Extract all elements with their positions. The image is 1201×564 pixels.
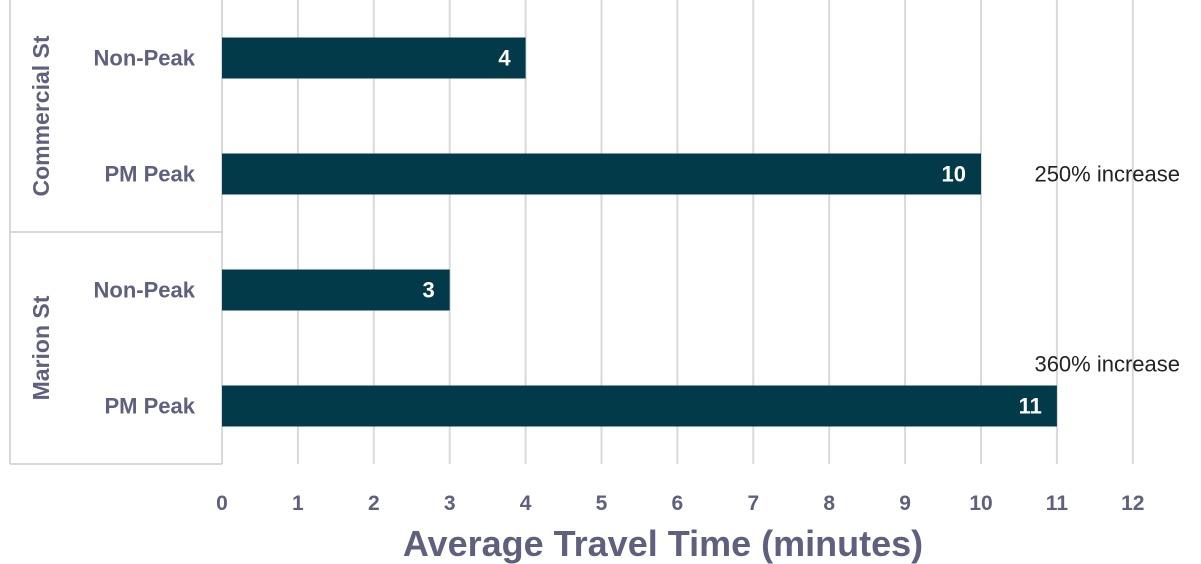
bar: [222, 269, 450, 311]
x-tick-label: 2: [368, 492, 380, 515]
x-tick-label: 4: [520, 492, 532, 515]
x-tick-label: 0: [216, 492, 228, 515]
bars: [222, 37, 1057, 427]
bar: [222, 385, 1057, 427]
x-axis-title: Average Travel Time (minutes): [403, 523, 923, 564]
x-tick-label: 11: [1046, 492, 1069, 515]
bar: [222, 153, 981, 195]
category-label: PM Peak: [105, 394, 196, 419]
bar-value-label: 10: [942, 162, 966, 187]
x-tick-label: 7: [747, 492, 759, 515]
category-label: Non-Peak: [94, 46, 196, 71]
group-label: Commercial St: [28, 35, 54, 196]
increase-annotation: 250% increase: [1034, 162, 1180, 187]
bar-value-label: 4: [498, 46, 511, 71]
x-tick-label: 8: [823, 492, 835, 515]
x-tick-label: 9: [899, 492, 911, 515]
x-tick-label: 3: [444, 492, 456, 515]
group-label: Marion St: [28, 295, 54, 400]
bar: [222, 37, 526, 79]
x-tick-label: 5: [596, 492, 608, 515]
category-label: Non-Peak: [94, 278, 196, 303]
increase-annotation: 360% increase: [1034, 352, 1180, 377]
x-tick-label: 10: [969, 492, 992, 515]
category-label: PM Peak: [105, 162, 196, 187]
bar-value-label: 11: [1019, 394, 1042, 419]
x-tick-label: 1: [292, 492, 304, 515]
bar-value-label: 3: [422, 278, 434, 303]
x-tick-label: 6: [672, 492, 684, 515]
x-tick-label: 12: [1121, 492, 1144, 515]
